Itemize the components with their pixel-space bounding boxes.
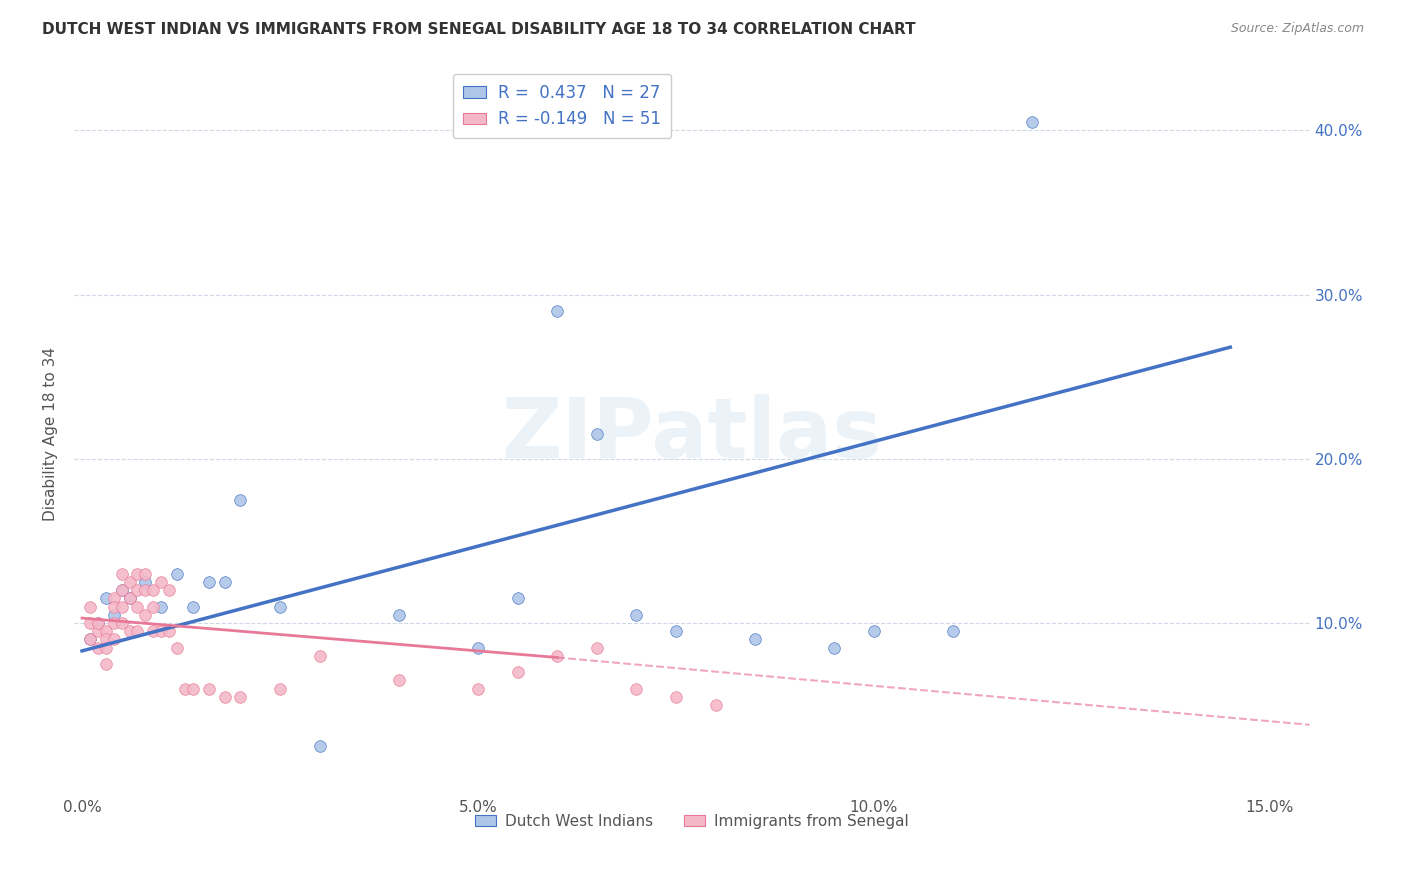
Point xyxy=(127,599,149,614)
Point xyxy=(863,624,886,639)
Point xyxy=(467,640,489,655)
Point xyxy=(546,304,568,318)
Point xyxy=(103,599,125,614)
Point xyxy=(87,615,110,630)
Y-axis label: Disability Age 18 to 34: Disability Age 18 to 34 xyxy=(44,347,58,521)
Point xyxy=(174,681,197,696)
Point xyxy=(388,673,411,688)
Point xyxy=(127,624,149,639)
Point xyxy=(269,681,291,696)
Point xyxy=(665,690,688,704)
Point xyxy=(181,681,204,696)
Point xyxy=(118,591,141,606)
Point xyxy=(214,690,236,704)
Point xyxy=(110,599,132,614)
Point xyxy=(823,640,845,655)
Point xyxy=(103,607,125,622)
Point xyxy=(546,648,568,663)
Point xyxy=(127,583,149,598)
Point xyxy=(142,599,165,614)
Point xyxy=(388,607,411,622)
Point xyxy=(103,632,125,647)
Point xyxy=(166,566,188,581)
Point xyxy=(166,640,188,655)
Point xyxy=(103,615,125,630)
Point xyxy=(142,624,165,639)
Point xyxy=(127,566,149,581)
Point xyxy=(506,591,529,606)
Point xyxy=(110,615,132,630)
Point xyxy=(134,574,156,589)
Point xyxy=(229,492,252,507)
Point xyxy=(308,648,330,663)
Point xyxy=(94,632,117,647)
Point xyxy=(197,574,219,589)
Point xyxy=(110,583,132,598)
Point xyxy=(157,583,180,598)
Point xyxy=(150,599,173,614)
Point xyxy=(197,681,219,696)
Point xyxy=(79,632,101,647)
Point xyxy=(150,624,173,639)
Point xyxy=(134,583,156,598)
Point xyxy=(942,624,965,639)
Point xyxy=(269,599,291,614)
Point xyxy=(79,632,101,647)
Point xyxy=(157,624,180,639)
Text: Source: ZipAtlas.com: Source: ZipAtlas.com xyxy=(1230,22,1364,36)
Point xyxy=(181,599,204,614)
Point xyxy=(229,690,252,704)
Point xyxy=(94,657,117,671)
Point xyxy=(103,591,125,606)
Point xyxy=(467,681,489,696)
Point xyxy=(142,583,165,598)
Point xyxy=(110,583,132,598)
Point xyxy=(214,574,236,589)
Point xyxy=(79,599,101,614)
Point xyxy=(87,640,110,655)
Text: ZIPatlas: ZIPatlas xyxy=(502,393,883,475)
Point xyxy=(134,566,156,581)
Point xyxy=(744,632,766,647)
Point xyxy=(87,615,110,630)
Point xyxy=(1021,115,1043,129)
Legend: Dutch West Indians, Immigrants from Senegal: Dutch West Indians, Immigrants from Sene… xyxy=(468,807,915,835)
Point xyxy=(308,739,330,753)
Point xyxy=(665,624,688,639)
Point xyxy=(626,681,648,696)
Point xyxy=(94,640,117,655)
Point xyxy=(118,624,141,639)
Point xyxy=(118,591,141,606)
Point xyxy=(585,427,607,442)
Point xyxy=(94,591,117,606)
Point xyxy=(134,607,156,622)
Point xyxy=(704,698,727,712)
Point xyxy=(585,640,607,655)
Point xyxy=(87,624,110,639)
Text: DUTCH WEST INDIAN VS IMMIGRANTS FROM SENEGAL DISABILITY AGE 18 TO 34 CORRELATION: DUTCH WEST INDIAN VS IMMIGRANTS FROM SEN… xyxy=(42,22,915,37)
Point xyxy=(626,607,648,622)
Point xyxy=(94,624,117,639)
Point xyxy=(118,574,141,589)
Point xyxy=(79,615,101,630)
Point xyxy=(150,574,173,589)
Point xyxy=(506,665,529,680)
Point xyxy=(110,566,132,581)
